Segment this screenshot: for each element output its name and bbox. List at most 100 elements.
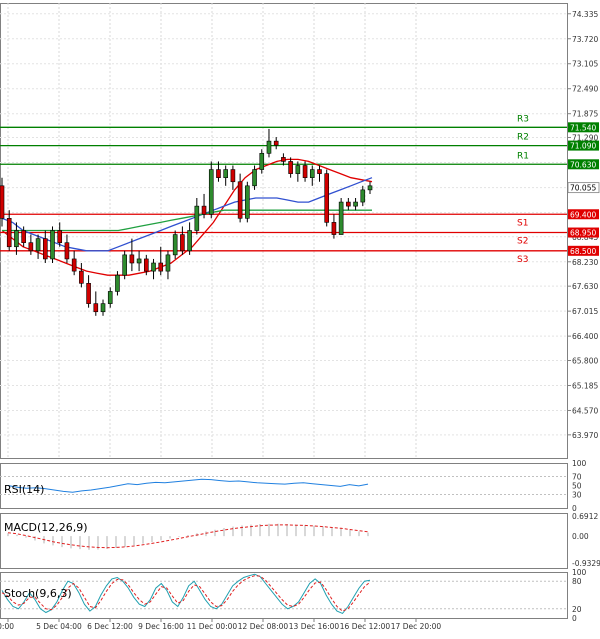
- pivot-name-r2: R2: [517, 133, 529, 143]
- candle-body: [93, 303, 99, 313]
- candle-body: [64, 242, 70, 260]
- candle-body: [151, 262, 156, 272]
- stoch-y-tick-label: 80: [572, 577, 582, 586]
- candle-body: [86, 283, 91, 304]
- candle-body: [180, 234, 185, 252]
- stoch-y-tick-label: 20: [572, 605, 582, 614]
- candle-body: [367, 185, 373, 191]
- candle-body: [216, 169, 221, 178]
- rsi-line: [7, 478, 369, 493]
- x-axis-tick-label: 5 Dec 04:00: [36, 622, 82, 631]
- candle-body: [223, 169, 228, 178]
- pivot-name-s3: S3: [517, 255, 528, 265]
- current-price-label: 70.055: [570, 184, 596, 193]
- price-y-tick-label: 73.105: [572, 60, 598, 69]
- moving-average-line-2: [1, 177, 373, 252]
- pivot-value-s3: 68.500: [570, 247, 596, 256]
- price-y-tick-label: 67.015: [572, 307, 598, 316]
- price-y-tick-label: 73.720: [572, 35, 598, 44]
- x-axis-tick-label: 6 Dec 12:00: [87, 622, 133, 631]
- macd-panel-frame: [0, 513, 568, 569]
- pivot-name-r1: R1: [517, 151, 529, 161]
- candle-body: [21, 230, 26, 243]
- candle-body: [338, 201, 344, 235]
- x-axis-tick-label: 12 Dec 08:00: [238, 622, 289, 631]
- stoch-main-line: [1, 573, 371, 615]
- candle-body: [273, 140, 279, 146]
- candle-body: [324, 173, 330, 223]
- macd-signal-line: [7, 524, 369, 549]
- candle-body: [295, 165, 301, 174]
- x-axis-tick-label: 20:00: [0, 622, 14, 631]
- macd-title: MACD(12,26,9): [4, 521, 88, 534]
- x-axis-tick-label: 17 Dec 20:00: [391, 622, 442, 631]
- price-y-tick-label: 71.290: [572, 133, 598, 142]
- candle-body: [331, 222, 337, 235]
- candle-body: [237, 181, 243, 219]
- rsi-y-tick-label: 100: [572, 459, 587, 468]
- pivot-value-r2: 71.090: [570, 142, 596, 151]
- rsi-y-tick-label: 70: [572, 473, 582, 482]
- candle-body: [14, 230, 19, 248]
- x-axis-tick-label: 16 Dec 12:00: [340, 622, 391, 631]
- candle-body: [187, 230, 192, 252]
- candle-body: [309, 169, 315, 178]
- candle-body: [317, 169, 322, 174]
- price-y-tick-label: 74.335: [572, 10, 598, 19]
- candle-body: [57, 230, 63, 243]
- price-y-tick-label: 68.230: [572, 258, 598, 267]
- candle-body: [172, 234, 178, 256]
- x-axis-tick-label: 9 Dec 16:00: [138, 622, 184, 631]
- candle-body: [346, 201, 351, 207]
- price-y-tick-label: 63.970: [572, 431, 598, 440]
- candle-body: [136, 258, 142, 264]
- pivot-tag-s2: [568, 227, 599, 238]
- pivot-name-s2: S2: [517, 237, 528, 247]
- rsi-title: RSI(14): [4, 483, 44, 496]
- x-axis-tick-label: 11 Dec 00:00: [187, 622, 238, 631]
- rsi-y-tick-label: 50: [572, 482, 582, 491]
- stoch-title: Stoch(9,6,3): [4, 587, 72, 600]
- candle-body: [100, 303, 106, 313]
- stoch-y-tick-label: 100: [572, 568, 587, 577]
- stoch-y-tick-label: 0: [572, 614, 577, 623]
- candle-body: [230, 169, 236, 183]
- candle-body: [208, 169, 214, 215]
- macd-y-tick-label: 0.6912: [572, 512, 598, 521]
- price-y-tick-label: 71.875: [572, 110, 598, 119]
- price-y-tick-label: 65.185: [572, 381, 598, 390]
- pivot-name-r3: R3: [517, 114, 529, 124]
- moving-average-line-3: [2, 209, 372, 232]
- candle-body: [28, 242, 34, 252]
- price-y-tick-label: 67.630: [572, 282, 598, 291]
- pivot-tag-s1: [568, 209, 599, 220]
- candle-body: [0, 185, 5, 219]
- candle-body: [42, 238, 48, 260]
- candle-body: [259, 153, 265, 170]
- candle-body: [288, 161, 293, 174]
- macd-y-tick-label: -0.9329: [572, 559, 600, 568]
- candle-body: [165, 254, 171, 272]
- pivot-tag-r3: [568, 122, 599, 133]
- macd-y-tick-label: 0.00: [572, 532, 589, 541]
- candle-body: [281, 157, 286, 162]
- pivot-tag-r2: [568, 140, 599, 151]
- pivot-tag-r1: [568, 159, 599, 170]
- candle-body: [50, 230, 55, 260]
- candle-body: [302, 165, 308, 178]
- candle-body: [353, 201, 358, 207]
- pivot-name-s1: S1: [517, 218, 528, 228]
- candle-body: [144, 258, 149, 272]
- pivot-value-r1: 70.630: [570, 160, 596, 169]
- price-y-tick-label: 64.570: [572, 406, 598, 415]
- moving-average-line-1: [1, 158, 373, 276]
- candle-body: [107, 291, 113, 304]
- price-y-tick-label: 72.490: [572, 85, 598, 94]
- rsi-y-tick-label: 0: [572, 504, 577, 513]
- x-axis-tick-label: 13 Dec 16:00: [289, 622, 340, 631]
- candle-body: [266, 140, 272, 154]
- candle-body: [158, 262, 164, 272]
- candle-body: [201, 205, 207, 215]
- candle-body: [122, 254, 127, 276]
